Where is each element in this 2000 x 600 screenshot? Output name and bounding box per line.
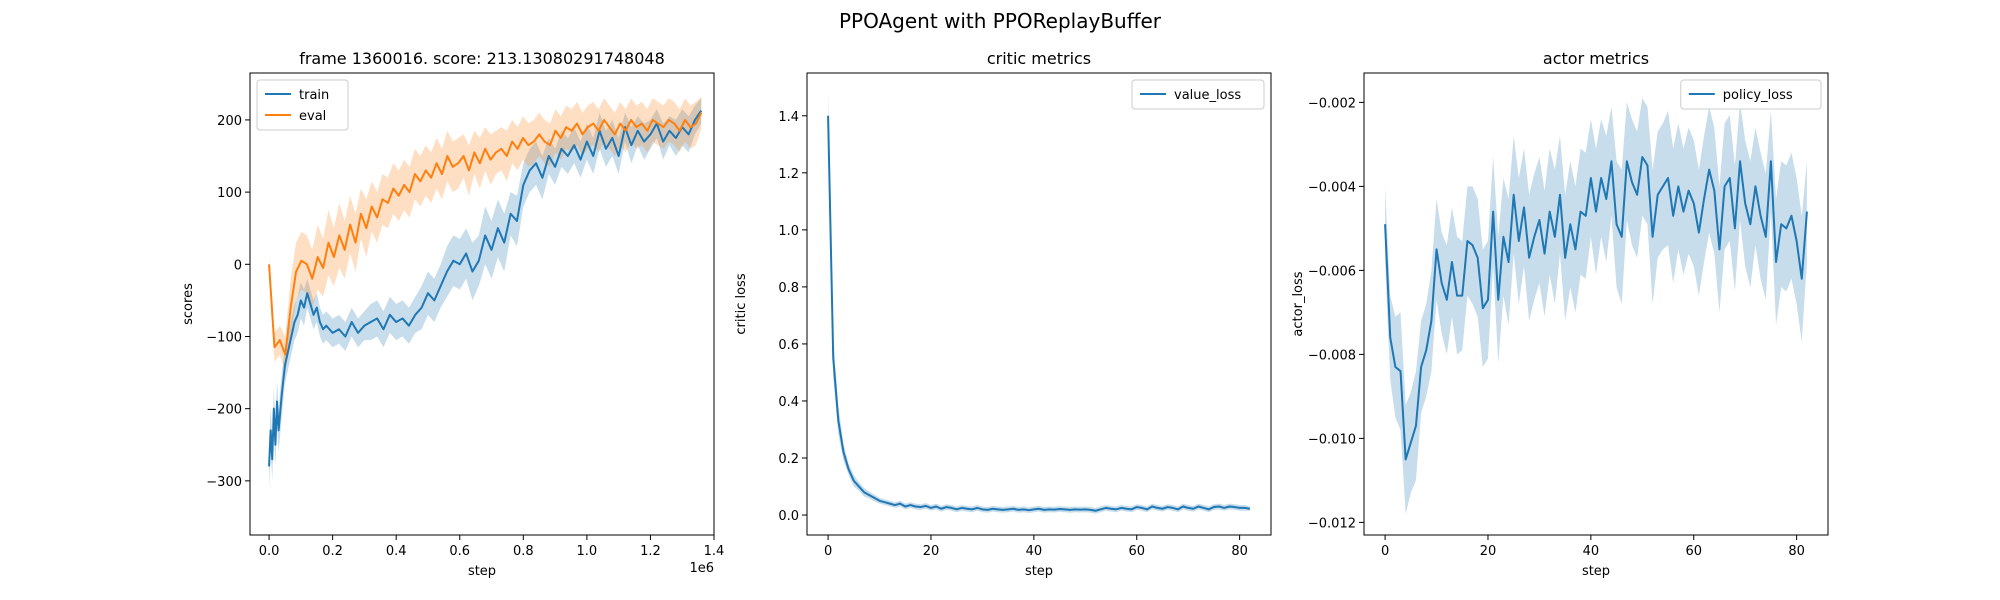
critic-plot-area [827, 92, 1251, 514]
critic-xtick-label: 60 [1128, 544, 1145, 559]
actor-xtick-label: 0 [1381, 544, 1389, 559]
scores-x-offset-label: 1e6 [689, 561, 714, 576]
critic-ytick-label: 0.0 [778, 509, 799, 524]
actor-legend: policy_loss [1680, 79, 1822, 110]
critic-ytick-label: 0.6 [778, 338, 799, 353]
critic-frame [806, 72, 1272, 536]
critic-ytick-label: 0.4 [778, 395, 799, 410]
scores-xtick-label: 0.0 [259, 544, 280, 559]
actor-xtick-label: 60 [1685, 544, 1702, 559]
actor-ylabel: actor_loss [1291, 271, 1306, 336]
scores-title: frame 1360016. score: 213.13080291748048 [299, 49, 665, 68]
scores-ytick-label: −300 [206, 475, 242, 490]
scores-xtick-label: 1.0 [577, 544, 598, 559]
scores-plot-area [268, 96, 703, 489]
scores-legend-label-eval: eval [299, 109, 326, 124]
critic-ytick-label: 0.2 [778, 452, 799, 467]
actor-legend-label-policy_loss: policy_loss [1723, 88, 1793, 103]
critic-ytick-label: 1.4 [778, 110, 799, 125]
critic-line-value_loss [827, 115, 1251, 512]
axes-scores: 0.0 0.2 0.4 0.6 0.8 1.0 1.2 1.4 −300 −200 −100 0 100… [181, 49, 724, 579]
critic-legend-box [1131, 79, 1265, 110]
critic-ytick-label: 1.2 [778, 167, 799, 182]
actor-band-policy_loss [1385, 98, 1807, 514]
scores-legend-label-train: train [299, 88, 329, 103]
scores-xlabel: step [468, 564, 496, 579]
scores-line-train [268, 109, 703, 467]
critic-title: critic metrics [987, 49, 1091, 68]
actor-frame [1363, 72, 1829, 536]
scores-band-train [269, 98, 702, 489]
actor-plot-area [1384, 98, 1808, 514]
figure-suptitle: PPOAgent with PPOReplayBuffer [839, 9, 1162, 33]
scores-ytick-label: 0 [234, 258, 242, 273]
scores-line-eval [268, 112, 703, 356]
scores-ytick-label: −200 [206, 403, 242, 418]
scores-xtick-label: 0.6 [449, 544, 470, 559]
critic-xtick-label: 80 [1231, 544, 1248, 559]
critic-legend-label-value_loss: value_loss [1174, 88, 1241, 103]
actor-xlabel: step [1582, 564, 1610, 579]
scores-xtick-label: 0.2 [322, 544, 343, 559]
scores-xtick-label: 1.2 [640, 544, 661, 559]
critic-legend: value_loss [1131, 79, 1265, 110]
actor-legend-box [1680, 79, 1822, 110]
actor-xtick-label: 40 [1583, 544, 1600, 559]
scores-xtick-label: 1.4 [704, 544, 725, 559]
actor-ytick-label: −0.004 [1308, 180, 1356, 195]
actor-ytick-label: −0.010 [1308, 432, 1356, 447]
critic-xtick-label: 40 [1026, 544, 1043, 559]
critic-xtick-label: 0 [824, 544, 832, 559]
scores-ytick-label: 200 [217, 114, 242, 129]
actor-ytick-label: −0.012 [1308, 516, 1356, 531]
critic-ytick-label: 1.0 [778, 224, 799, 239]
critic-ytick-label: 0.8 [778, 281, 799, 296]
scores-ylabel: scores [181, 283, 196, 325]
actor-ytick-label: −0.008 [1308, 348, 1356, 363]
actor-xtick-label: 20 [1480, 544, 1497, 559]
critic-ylabel: critic loss [734, 273, 749, 334]
actor-xtick-label: 80 [1788, 544, 1805, 559]
axes-critic-metrics: 0 20 40 60 80 0.0 0.2 0.4 0.6 0.8 1.0 1.2 1.4 step cri… [734, 49, 1272, 579]
scores-legend-box [256, 79, 349, 131]
scores-ytick-label: 100 [217, 186, 242, 201]
scores-xtick-label: 0.8 [513, 544, 534, 559]
critic-xtick-label: 20 [923, 544, 940, 559]
scores-xtick-label: 0.4 [386, 544, 407, 559]
scores-frame [249, 72, 715, 536]
actor-ytick-label: −0.006 [1308, 264, 1356, 279]
scores-legend: train eval [256, 79, 349, 131]
critic-xlabel: step [1025, 564, 1053, 579]
axes-actor-metrics: 0 20 40 60 80 −0.012 −0.010 −0.008 −0.006 −0.004 −… [1291, 49, 1829, 579]
scores-ytick-label: −100 [206, 330, 242, 345]
actor-title: actor metrics [1543, 49, 1649, 68]
actor-ytick-label: −0.002 [1308, 96, 1356, 111]
actor-line-policy_loss [1384, 156, 1808, 461]
